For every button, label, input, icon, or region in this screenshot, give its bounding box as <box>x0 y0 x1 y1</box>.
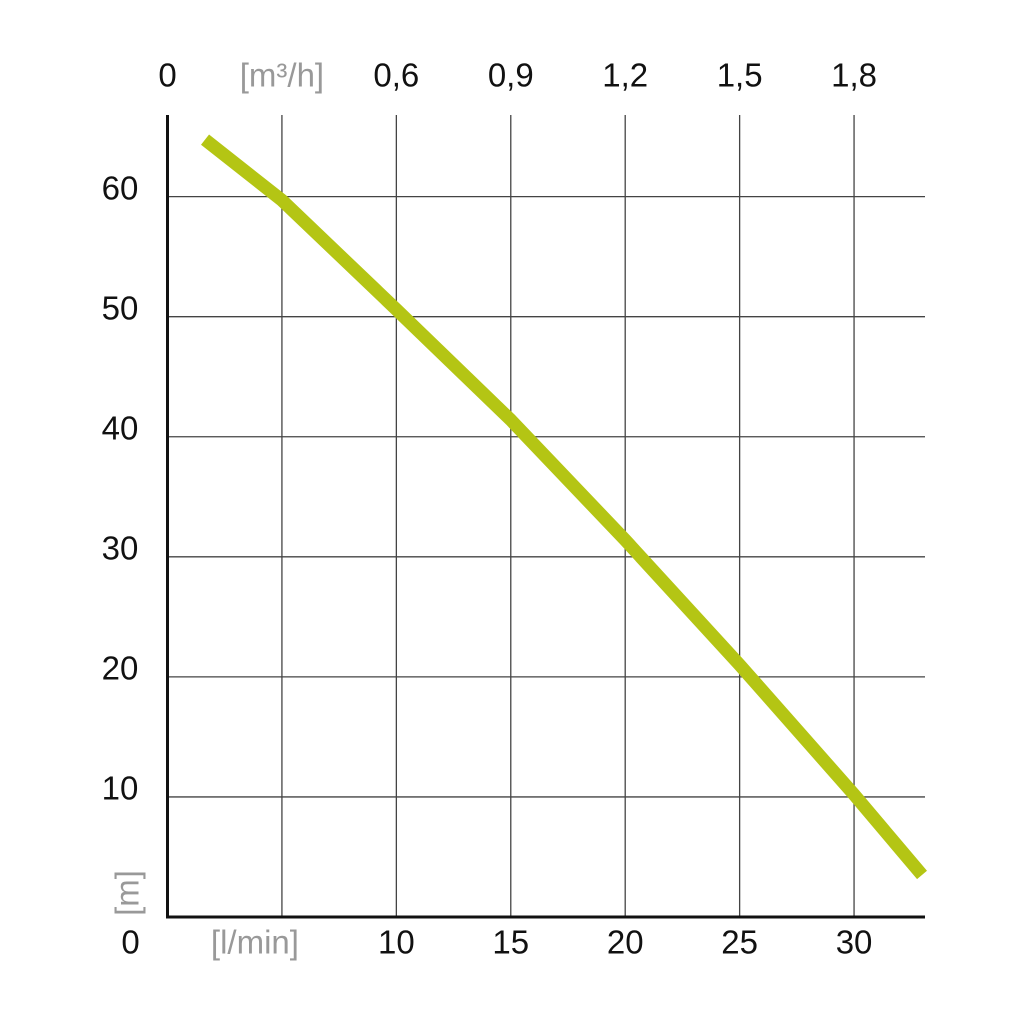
x-tick-label: 15 <box>492 924 529 961</box>
x2-tick-label: 0,9 <box>488 57 534 94</box>
x2-tick-label: 0,6 <box>373 57 419 94</box>
x2-tick-label: 0 <box>158 57 176 94</box>
x2-tick-label: 1,2 <box>602 57 648 94</box>
x2-tick-label: [m³/h] <box>240 57 324 94</box>
y-tick-label: 50 <box>102 289 139 326</box>
y-tick-label: 20 <box>102 650 139 687</box>
y-tick-label: 10 <box>102 770 139 807</box>
y-tick-label: 60 <box>102 169 139 206</box>
curve <box>201 134 927 880</box>
y-axis-label: [m] <box>109 870 146 916</box>
x2-tick-label: 1,8 <box>831 57 877 94</box>
x-tick-label: 30 <box>836 924 873 961</box>
x-tick-label: [l/min] <box>211 924 299 961</box>
x-tick-label: 10 <box>378 924 415 961</box>
y-tick-label: 40 <box>102 409 139 446</box>
y-tick-label: 30 <box>102 530 139 567</box>
x-tick-label: 20 <box>607 924 644 961</box>
x-tick-label: 25 <box>721 924 758 961</box>
x2-tick-label: 1,5 <box>717 57 763 94</box>
x-tick-label: 0 <box>121 924 139 961</box>
